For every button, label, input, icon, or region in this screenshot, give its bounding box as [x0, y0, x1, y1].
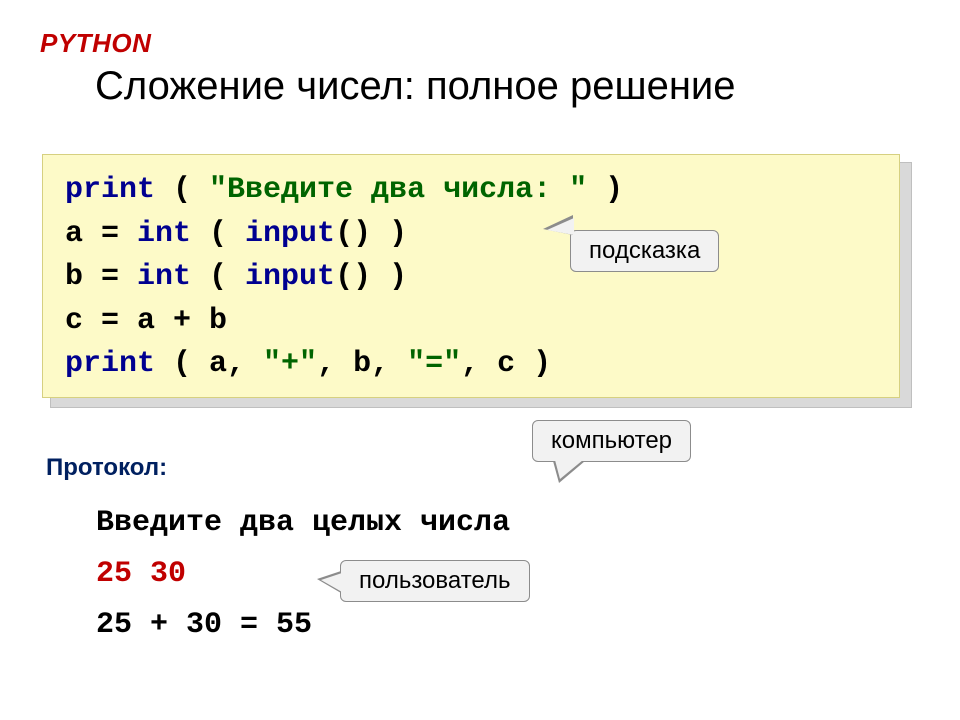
code-line-5: print ( a, "+", b, "=", c ) [65, 343, 881, 387]
code-text: b = [65, 260, 137, 294]
code-text: ( a, [155, 347, 263, 381]
code-text: () ) [335, 217, 407, 251]
slide-title: Сложение чисел: полное решение [95, 64, 736, 109]
string-literal: "=" [407, 347, 461, 381]
code-block: print ( "Введите два числа: " ) a = int … [42, 154, 900, 398]
language-label: PYTHON [40, 28, 151, 59]
output-line-1: Введите два целых числа [96, 498, 510, 549]
string-literal: "Введите два числа: " [209, 173, 587, 207]
callout-computer: компьютер [532, 420, 691, 462]
code-text: ( [191, 217, 245, 251]
callout-computer-label: компьютер [551, 427, 672, 454]
code-text: ( [155, 173, 209, 207]
callout-user-label: пользователь [359, 567, 511, 594]
code-text: a = [65, 217, 137, 251]
string-literal: "+" [263, 347, 317, 381]
keyword-input: input [245, 217, 335, 251]
slide: PYTHON Сложение чисел: полное решение pr… [0, 0, 960, 720]
code-text: () ) [335, 260, 407, 294]
keyword-print: print [65, 173, 155, 207]
code-line-4: c = a + b [65, 300, 881, 344]
callout-hint: подсказка [570, 230, 719, 272]
code-text: , c ) [461, 347, 551, 381]
keyword-input: input [245, 260, 335, 294]
code-text: ) [587, 173, 623, 207]
keyword-print: print [65, 347, 155, 381]
code-line-2: a = int ( input() ) [65, 213, 881, 257]
code-line-1: print ( "Введите два числа: " ) [65, 169, 881, 213]
output-line-3: 25 + 30 = 55 [96, 600, 510, 651]
callout-hint-label: подсказка [589, 237, 700, 264]
keyword-int: int [137, 217, 191, 251]
keyword-int: int [137, 260, 191, 294]
code-text: ( [191, 260, 245, 294]
protocol-label: Протокол: [46, 454, 167, 482]
callout-user: пользователь [340, 560, 530, 602]
code-text: , b, [317, 347, 407, 381]
code-line-3: b = int ( input() ) [65, 256, 881, 300]
